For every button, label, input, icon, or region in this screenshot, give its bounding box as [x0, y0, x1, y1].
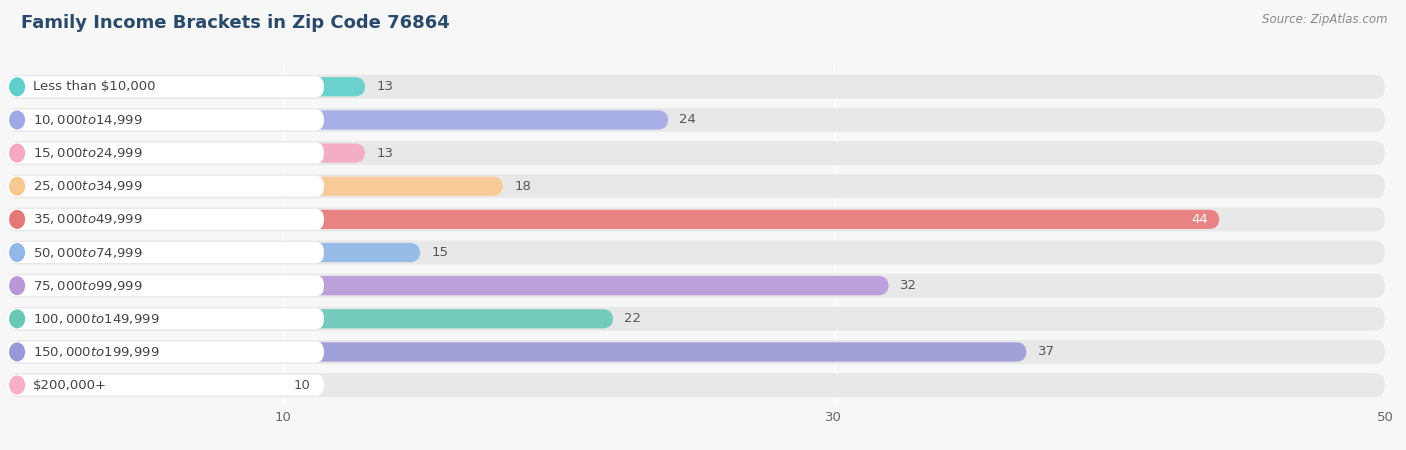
Text: $50,000 to $74,999: $50,000 to $74,999 — [32, 246, 142, 260]
FancyBboxPatch shape — [7, 342, 1026, 362]
FancyBboxPatch shape — [7, 308, 323, 329]
Text: Family Income Brackets in Zip Code 76864: Family Income Brackets in Zip Code 76864 — [21, 14, 450, 32]
Circle shape — [10, 111, 24, 129]
FancyBboxPatch shape — [7, 243, 420, 262]
FancyBboxPatch shape — [7, 242, 323, 263]
Text: $200,000+: $200,000+ — [32, 378, 107, 392]
FancyBboxPatch shape — [7, 144, 366, 163]
FancyBboxPatch shape — [7, 210, 1219, 229]
FancyBboxPatch shape — [7, 342, 323, 362]
FancyBboxPatch shape — [7, 76, 323, 97]
Text: 15: 15 — [432, 246, 449, 259]
FancyBboxPatch shape — [7, 174, 1385, 198]
Text: 10: 10 — [294, 378, 311, 392]
Text: 13: 13 — [377, 80, 394, 93]
Circle shape — [10, 78, 24, 95]
FancyBboxPatch shape — [7, 309, 613, 328]
Text: 24: 24 — [679, 113, 696, 126]
Circle shape — [10, 177, 24, 195]
Text: $15,000 to $24,999: $15,000 to $24,999 — [32, 146, 142, 160]
FancyBboxPatch shape — [7, 109, 323, 130]
FancyBboxPatch shape — [7, 75, 1385, 99]
Text: 18: 18 — [515, 180, 531, 193]
Circle shape — [10, 144, 24, 162]
Text: 32: 32 — [900, 279, 917, 292]
FancyBboxPatch shape — [7, 110, 668, 130]
FancyBboxPatch shape — [7, 176, 503, 196]
Circle shape — [10, 277, 24, 294]
FancyBboxPatch shape — [7, 241, 1385, 265]
FancyBboxPatch shape — [7, 108, 1385, 132]
Text: 37: 37 — [1038, 346, 1054, 359]
Text: 13: 13 — [377, 147, 394, 160]
FancyBboxPatch shape — [7, 307, 1385, 331]
FancyBboxPatch shape — [7, 276, 889, 295]
FancyBboxPatch shape — [7, 375, 283, 395]
Text: $75,000 to $99,999: $75,000 to $99,999 — [32, 279, 142, 292]
Text: $25,000 to $34,999: $25,000 to $34,999 — [32, 179, 142, 193]
Text: $35,000 to $49,999: $35,000 to $49,999 — [32, 212, 142, 226]
Text: $100,000 to $149,999: $100,000 to $149,999 — [32, 312, 159, 326]
Text: Source: ZipAtlas.com: Source: ZipAtlas.com — [1263, 14, 1388, 27]
FancyBboxPatch shape — [7, 209, 323, 230]
FancyBboxPatch shape — [7, 141, 1385, 165]
FancyBboxPatch shape — [7, 374, 323, 396]
FancyBboxPatch shape — [7, 77, 366, 96]
FancyBboxPatch shape — [7, 176, 323, 197]
Text: $150,000 to $199,999: $150,000 to $199,999 — [32, 345, 159, 359]
Circle shape — [10, 343, 24, 361]
FancyBboxPatch shape — [7, 340, 1385, 364]
FancyBboxPatch shape — [7, 143, 323, 164]
Text: 22: 22 — [624, 312, 641, 325]
Circle shape — [10, 310, 24, 328]
FancyBboxPatch shape — [7, 275, 323, 296]
FancyBboxPatch shape — [7, 373, 1385, 397]
Circle shape — [10, 211, 24, 228]
Circle shape — [10, 244, 24, 261]
FancyBboxPatch shape — [7, 274, 1385, 297]
Text: Less than $10,000: Less than $10,000 — [32, 80, 155, 93]
Text: 44: 44 — [1192, 213, 1209, 226]
FancyBboxPatch shape — [7, 207, 1385, 231]
Text: $10,000 to $14,999: $10,000 to $14,999 — [32, 113, 142, 127]
Circle shape — [10, 376, 24, 394]
